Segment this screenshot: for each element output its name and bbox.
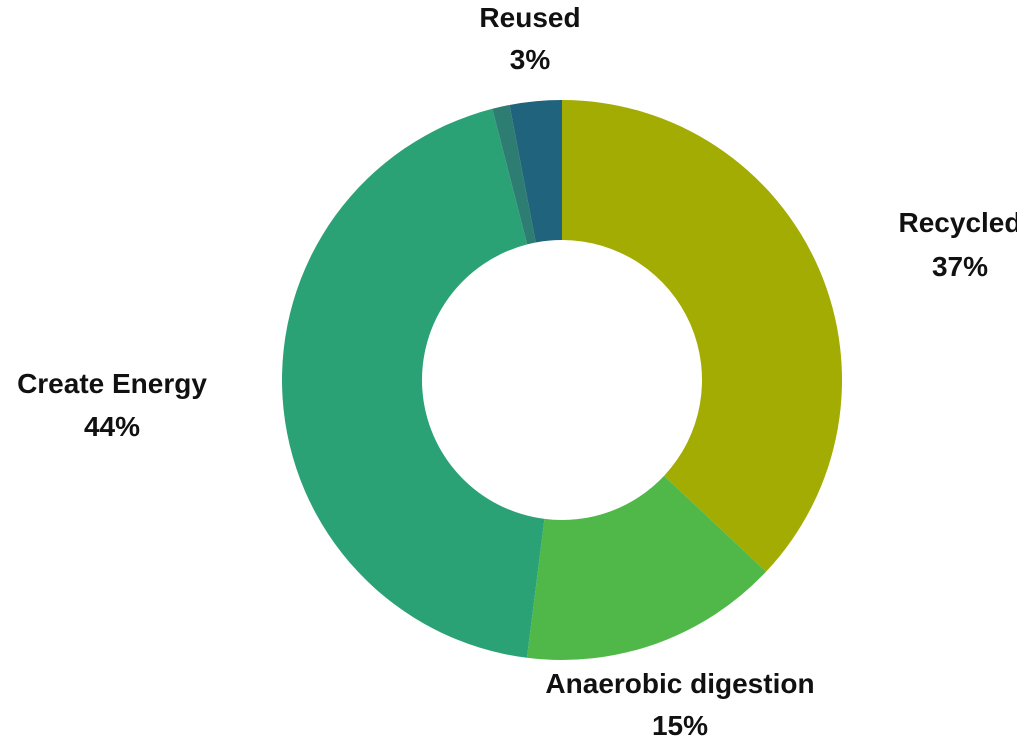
slice-label-name: Recycled [899,207,1017,238]
donut-slice-unlabeled [492,104,536,245]
donut-slice-reused [509,100,562,243]
donut-slices [282,100,842,660]
donut-slice-anaerobic-digestion [526,475,767,660]
donut-slice-recycled [562,100,842,572]
donut-slice-create-energy [282,108,545,658]
slice-label-percent: 15% [652,710,708,741]
slice-label-percent: 37% [932,251,988,282]
slice-label-percent: 44% [84,411,140,442]
slice-labels: Recycled 37% Anaerobic digestion 15% Create … [17,2,1017,741]
slice-label-percent: 3% [510,44,551,75]
slice-label-name: Create Energy [17,368,207,399]
slice-label-name: Reused [479,2,580,33]
slice-label-name: Anaerobic digestion [545,668,814,699]
